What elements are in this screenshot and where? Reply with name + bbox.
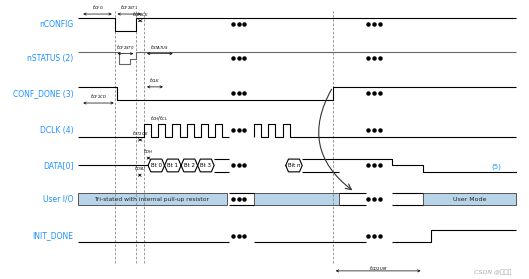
Text: $t_{CF2ST1}$: $t_{CF2ST1}$ xyxy=(120,3,139,12)
Text: DCLK (4): DCLK (4) xyxy=(40,126,74,135)
FancyBboxPatch shape xyxy=(254,193,339,205)
Text: $t_{ST2CK}$: $t_{ST2CK}$ xyxy=(132,129,149,138)
Text: Bt 1: Bt 1 xyxy=(167,163,178,168)
Text: $t_{CF2ST0}$: $t_{CF2ST0}$ xyxy=(116,43,135,52)
Text: $t_{CFG}$: $t_{CFG}$ xyxy=(92,3,104,12)
Text: $t_{CH}/t_{CL}$: $t_{CH}/t_{CL}$ xyxy=(150,114,168,123)
Text: Bit n: Bit n xyxy=(288,163,300,168)
Text: INIT_DONE: INIT_DONE xyxy=(32,232,74,240)
FancyBboxPatch shape xyxy=(423,193,516,205)
Text: (5): (5) xyxy=(491,164,501,170)
Text: CONF_DONE (3): CONF_DONE (3) xyxy=(13,89,74,98)
Text: User Mode: User Mode xyxy=(453,196,486,201)
Text: User I/O: User I/O xyxy=(43,194,74,204)
Text: CSDN @别尖面: CSDN @别尖面 xyxy=(475,270,512,275)
Text: Bt 3: Bt 3 xyxy=(200,163,212,168)
Text: $t_{CLK}$: $t_{CLK}$ xyxy=(149,76,161,85)
Text: DATA[0]: DATA[0] xyxy=(43,161,74,170)
Text: nSTATUS (2): nSTATUS (2) xyxy=(27,54,74,62)
Text: $t_{CF2CK}$: $t_{CF2CK}$ xyxy=(132,10,149,19)
Text: $t_{DSU}$: $t_{DSU}$ xyxy=(134,164,146,173)
FancyBboxPatch shape xyxy=(78,193,227,205)
Text: $t_{STATUS}$: $t_{STATUS}$ xyxy=(150,43,169,52)
Text: nCONFIG: nCONFIG xyxy=(39,20,74,29)
Text: Bt 0: Bt 0 xyxy=(151,163,162,168)
Text: $t_{DH}$: $t_{DH}$ xyxy=(143,147,153,156)
Text: Bt 2: Bt 2 xyxy=(184,163,195,168)
Text: $t_{CD2UM}$: $t_{CD2UM}$ xyxy=(369,264,387,273)
Text: Tri-stated with internal pull-up resistor: Tri-stated with internal pull-up resisto… xyxy=(94,196,209,201)
Text: $t_{CF2CD}$: $t_{CF2CD}$ xyxy=(90,92,107,101)
